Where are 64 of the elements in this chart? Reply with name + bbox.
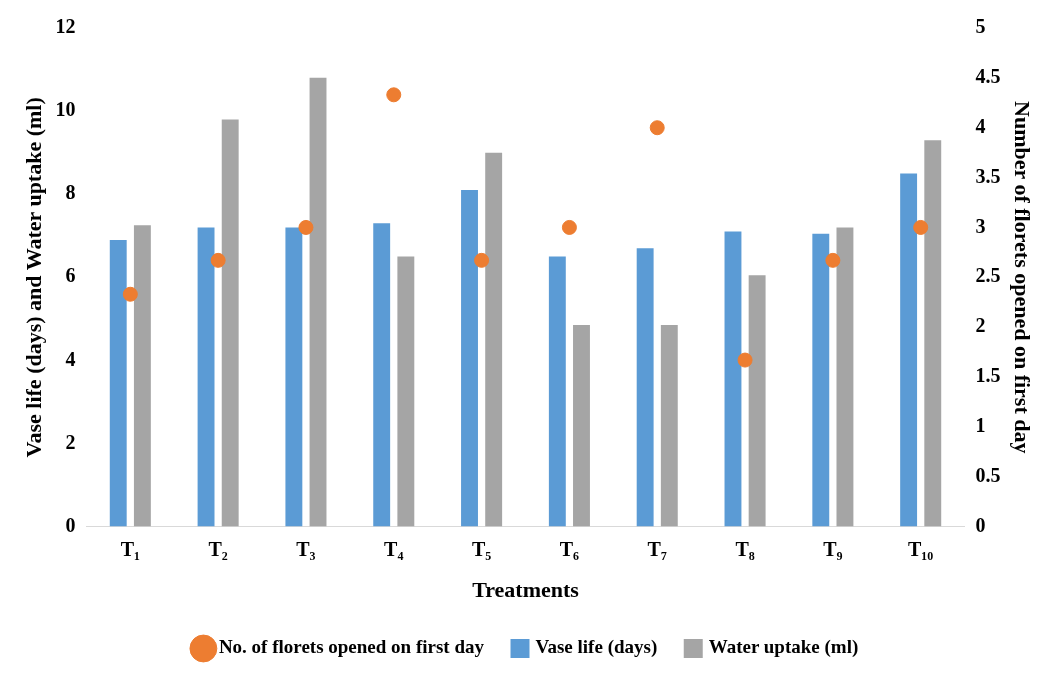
bar bbox=[924, 140, 942, 527]
bar bbox=[636, 248, 654, 527]
y-tick-label: 6 bbox=[65, 264, 76, 287]
legend-label: No. of florets opened on first day bbox=[218, 636, 485, 658]
y-tick-label: 0 bbox=[65, 513, 76, 536]
point bbox=[474, 252, 490, 268]
y2-tick-label: 4 bbox=[975, 114, 986, 137]
bar bbox=[485, 152, 503, 527]
x-axis-title: Treatments bbox=[472, 577, 580, 603]
bar bbox=[197, 227, 215, 527]
y-tick-label: 12 bbox=[55, 15, 76, 38]
legend-label: Water uptake (ml) bbox=[708, 636, 859, 659]
point bbox=[825, 252, 841, 268]
x-tick-label: T₆ bbox=[559, 537, 580, 560]
point bbox=[649, 120, 665, 136]
bar bbox=[109, 239, 127, 527]
x-tick-label: T₁₀ bbox=[908, 537, 934, 560]
y2-tick-label: 5 bbox=[975, 15, 986, 38]
y2-tick-label: 1.5 bbox=[975, 364, 1001, 387]
y2-tick-label: 2.5 bbox=[975, 264, 1001, 287]
y2-axis-title: Number of florets opened on first day bbox=[1010, 101, 1036, 454]
bar bbox=[812, 233, 830, 527]
point bbox=[298, 219, 314, 235]
point bbox=[913, 219, 929, 235]
y-tick-label: 8 bbox=[65, 181, 76, 204]
y2-tick-label: 1 bbox=[975, 414, 986, 437]
x-tick-label: T₈ bbox=[735, 537, 755, 560]
point bbox=[386, 87, 402, 103]
bar bbox=[221, 119, 239, 527]
point bbox=[122, 286, 138, 302]
bar bbox=[900, 173, 918, 527]
bar bbox=[309, 77, 327, 527]
point bbox=[210, 252, 226, 268]
bar bbox=[660, 325, 678, 527]
y2-tick-label: 4.5 bbox=[975, 65, 1001, 88]
legend-label: Vase life (days) bbox=[535, 636, 658, 659]
y2-tick-label: 3.5 bbox=[975, 164, 1001, 187]
y-tick-label: 10 bbox=[55, 98, 76, 121]
bar bbox=[133, 225, 151, 527]
bar bbox=[836, 227, 854, 527]
bar bbox=[548, 256, 566, 527]
bar bbox=[724, 231, 742, 527]
y-tick-label: 2 bbox=[65, 430, 76, 453]
x-tick-label: T₃ bbox=[296, 537, 316, 560]
bar bbox=[285, 227, 303, 527]
x-tick-label: T₄ bbox=[384, 537, 404, 560]
bar bbox=[397, 256, 415, 527]
x-tick-label: T₉ bbox=[823, 537, 843, 560]
x-tick-label: T₇ bbox=[647, 537, 667, 560]
y-tick-label: 4 bbox=[65, 347, 76, 370]
y-axis-title: Vase life (days) and Water uptake (ml) bbox=[20, 97, 46, 458]
y2-tick-label: 0.5 bbox=[975, 463, 1001, 486]
y2-tick-label: 3 bbox=[975, 214, 986, 237]
bar bbox=[373, 223, 391, 527]
x-tick-label: T₂ bbox=[208, 537, 228, 560]
point bbox=[737, 352, 753, 368]
x-tick-label: T₁ bbox=[120, 537, 140, 560]
bar bbox=[573, 325, 590, 527]
bar bbox=[461, 190, 478, 527]
point bbox=[561, 219, 577, 235]
x-tick-label: T₅ bbox=[471, 537, 492, 560]
y2-tick-label: 2 bbox=[975, 314, 986, 337]
y2-tick-label: 0 bbox=[975, 513, 986, 536]
bar bbox=[748, 275, 766, 527]
